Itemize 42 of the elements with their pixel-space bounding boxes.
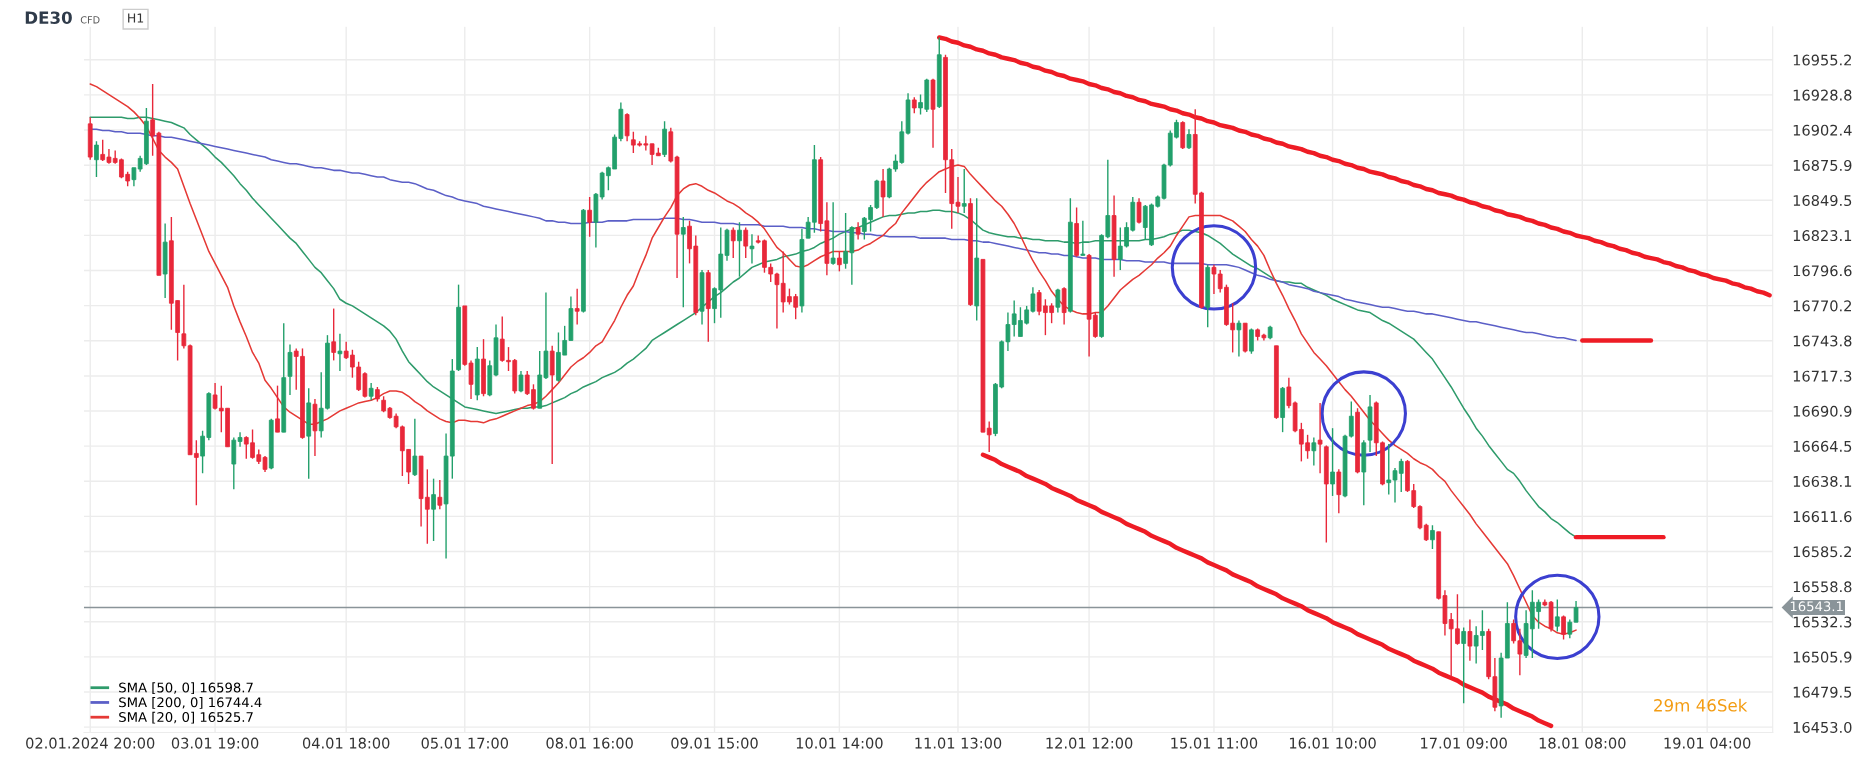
x-tick-label: 18.01 08:00 bbox=[1539, 737, 1626, 749]
x-tick-label: 19.01 04:00 bbox=[1664, 737, 1751, 749]
x-tick-label: 02.01.2024 20:00 bbox=[26, 737, 155, 749]
y-tick-label: 16770.2 bbox=[1793, 300, 1851, 312]
y-tick-label: 16479.5 bbox=[1793, 686, 1852, 698]
x-tick-label: 16.01 10:00 bbox=[1289, 737, 1376, 749]
y-tick-label: 16928.8 bbox=[1793, 89, 1852, 101]
y-tick-label: 16717.3 bbox=[1793, 370, 1852, 382]
text: H1 bbox=[128, 13, 144, 23]
y-tick-label: 16638.1 bbox=[1793, 475, 1852, 487]
x-tick-label: 12.01 12:00 bbox=[1046, 737, 1133, 749]
legend-label: SMA [50, 0] 16598.7 bbox=[119, 682, 253, 695]
y-tick-label: 16532.3 bbox=[1793, 616, 1852, 628]
y-tick-label: 16743.8 bbox=[1793, 335, 1852, 347]
y-tick-label: 16796.6 bbox=[1793, 265, 1852, 277]
x-tick-label: 15.01 11:00 bbox=[1171, 737, 1258, 749]
legend-label: SMA [200, 0] 16744.4 bbox=[119, 697, 262, 709]
y-tick-label: 16505.9 bbox=[1793, 651, 1852, 663]
x-tick-label: 09.01 15:00 bbox=[671, 737, 758, 749]
y-tick-label: 16902.4 bbox=[1793, 124, 1852, 136]
y-tick-label: 16823.1 bbox=[1793, 230, 1852, 242]
y-tick-label: 16690.9 bbox=[1793, 405, 1852, 417]
y-tick-label: 16955.2 bbox=[1793, 54, 1851, 66]
chart-title: DE30 bbox=[25, 11, 72, 25]
y-tick-label: 16558.8 bbox=[1793, 581, 1852, 593]
x-tick-label: 04.01 18:00 bbox=[302, 737, 390, 749]
x-tick-label: 08.01 16:00 bbox=[546, 737, 633, 749]
ref-line-label: 16543.1 bbox=[1790, 601, 1843, 612]
chart-subtitle: CFD bbox=[80, 16, 100, 24]
x-tick-label: 05.01 17:00 bbox=[421, 737, 509, 749]
x-tick-label: 17.01 09:00 bbox=[1421, 737, 1507, 749]
x-tick-label: 03.01 19:00 bbox=[171, 737, 259, 749]
y-tick-label: 16849.5 bbox=[1793, 194, 1852, 207]
x-tick-label: 11.01 13:00 bbox=[915, 737, 1002, 749]
y-tick-label: 16664.5 bbox=[1793, 440, 1852, 452]
legend-label: SMA [20, 0] 16525.7 bbox=[119, 711, 253, 724]
annotation: 29m 46Sek bbox=[1654, 698, 1748, 712]
y-tick-label: 16611.6 bbox=[1793, 511, 1852, 523]
x-tick-label: 10.01 14:00 bbox=[796, 737, 883, 749]
y-tick-label: 16453.0 bbox=[1793, 721, 1852, 733]
y-tick-label: 16875.9 bbox=[1793, 159, 1852, 171]
y-tick-label: 16585.2 bbox=[1793, 546, 1851, 558]
